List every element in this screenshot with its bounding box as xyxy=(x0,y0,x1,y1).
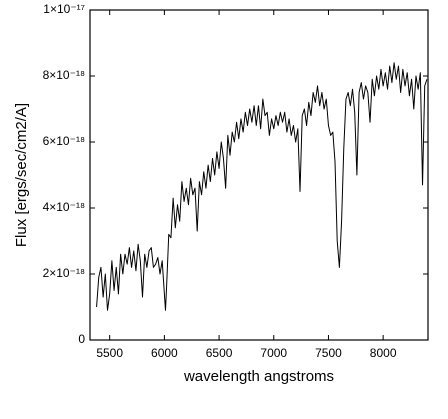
y-tick-label: 6×10⁻¹⁸ xyxy=(43,134,85,148)
x-tick-label: 8000 xyxy=(370,346,397,360)
x-tick-label: 6000 xyxy=(151,346,178,360)
x-tick-label: 7500 xyxy=(315,346,342,360)
y-tick-label: 1×10⁻¹⁷ xyxy=(43,2,85,16)
y-tick-label: 0 xyxy=(78,332,85,346)
y-tick-label: 8×10⁻¹⁸ xyxy=(43,68,85,82)
x-tick-label: 6500 xyxy=(206,346,233,360)
plot-frame xyxy=(89,9,429,341)
y-tick-label: 4×10⁻¹⁸ xyxy=(43,200,85,214)
y-tick-label: 2×10⁻¹⁸ xyxy=(43,266,85,280)
x-axis-label: wavelength angstroms xyxy=(183,368,334,385)
y-axis-label: Flux [ergs/sec/cm2/A] xyxy=(13,103,30,247)
x-tick-label: 7000 xyxy=(260,346,287,360)
spectrum-line xyxy=(96,62,428,311)
x-tick-label: 5500 xyxy=(96,346,123,360)
